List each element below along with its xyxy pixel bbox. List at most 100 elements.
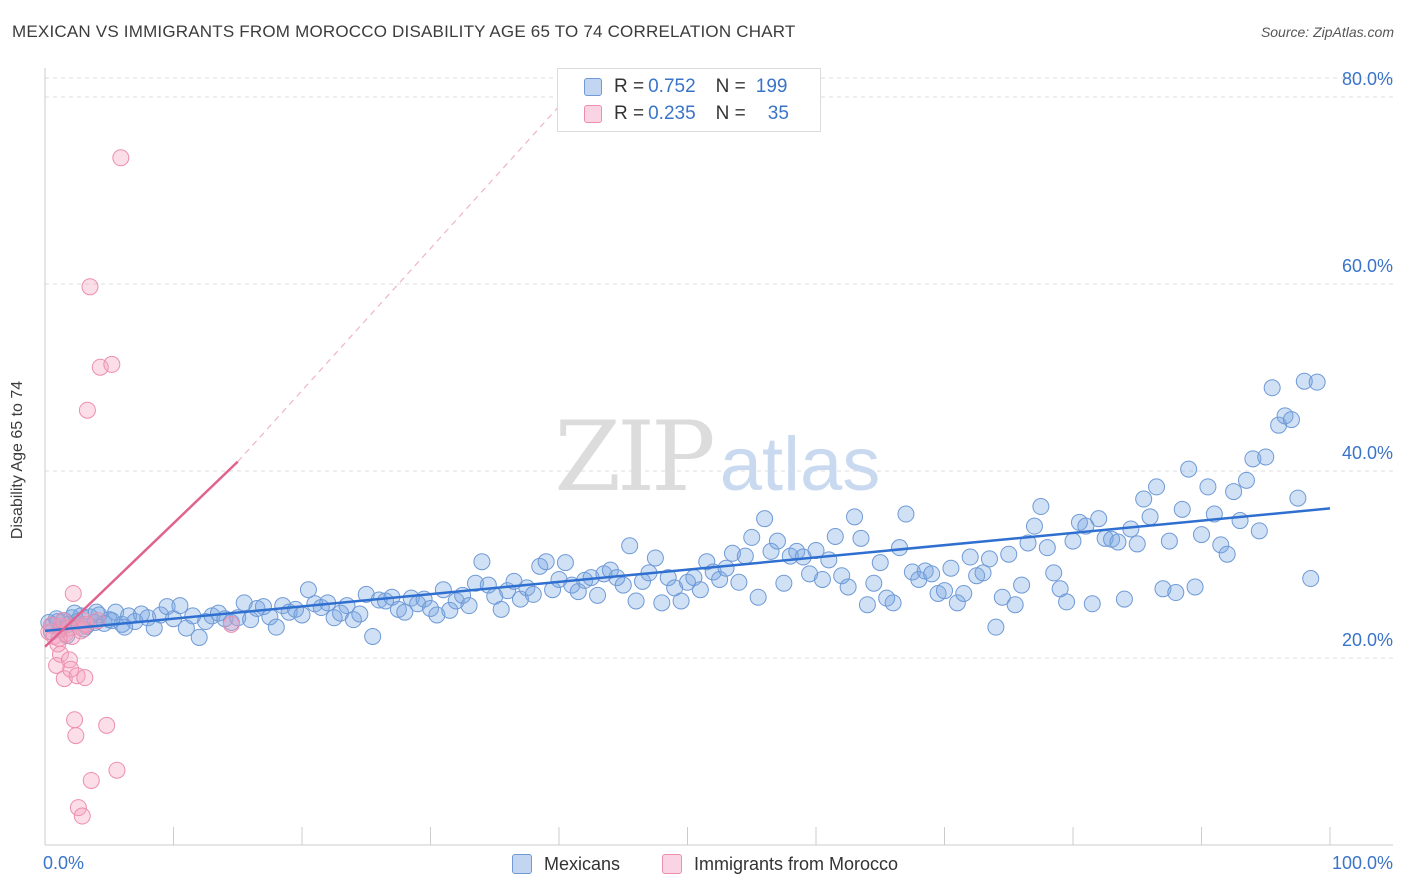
- legend-n-value: 199: [755, 76, 788, 97]
- data-point-mexicans: [1180, 460, 1198, 478]
- data-point-mexicans: [672, 592, 690, 610]
- watermark-atlas: atlas: [720, 422, 881, 507]
- data-point-morocco: [64, 584, 82, 602]
- data-point-mexicans: [974, 564, 992, 582]
- data-point-mexicans: [171, 597, 189, 615]
- data-point-morocco: [222, 615, 240, 633]
- data-point-mexicans: [749, 588, 767, 606]
- data-point-morocco: [76, 669, 94, 687]
- data-point-mexicans: [1167, 584, 1185, 602]
- watermark-zip: ZIP: [554, 401, 713, 513]
- data-point-mexicans: [1032, 498, 1050, 516]
- data-point-mexicans: [1013, 576, 1031, 594]
- data-point-mexicans: [1025, 517, 1043, 535]
- data-point-mexicans: [955, 584, 973, 602]
- data-point-mexicans: [736, 547, 754, 565]
- data-point-mexicans: [980, 550, 998, 568]
- data-point-mexicans: [87, 603, 105, 621]
- data-point-mexicans: [402, 589, 420, 607]
- data-point-mexicans: [1154, 580, 1172, 598]
- legend-r-label: R =: [614, 76, 645, 97]
- legend-n-label: N =: [715, 76, 746, 97]
- trend-line-mexicans: [44, 507, 1331, 633]
- trend-line-morocco: [44, 460, 239, 648]
- data-point-mexicans: [1212, 536, 1230, 554]
- data-point-morocco: [82, 771, 100, 789]
- data-point-mexicans: [1000, 545, 1018, 563]
- legend-swatch-blue: [584, 78, 602, 96]
- data-point-mexicans: [993, 588, 1011, 606]
- y-tick-label: 40.0%: [1342, 443, 1393, 463]
- bottom-legend-label: Immigrants from Morocco: [694, 853, 899, 874]
- legend-row-mexicans: R = 0.752 N = 199: [584, 75, 787, 99]
- data-point-mexicans: [1160, 532, 1178, 550]
- data-point-mexicans: [460, 597, 478, 615]
- data-point-mexicans: [691, 581, 709, 599]
- data-point-morocco: [103, 355, 121, 373]
- data-point-morocco: [112, 149, 130, 167]
- tick-labels: 20.0% 40.0% 60.0% 80.0% 0.0% 100.0%: [43, 69, 1393, 873]
- x-tick-label: 100.0%: [1332, 853, 1393, 873]
- legend-r-label: R =: [614, 103, 645, 124]
- y-axis-label: Disability Age 65 to 74: [9, 380, 26, 540]
- data-point-mexicans: [293, 606, 311, 624]
- data-point-mexicans: [1038, 539, 1056, 557]
- data-point-mexicans: [659, 569, 677, 587]
- data-point-mexicans: [897, 505, 915, 523]
- data-point-mexicans: [299, 581, 317, 599]
- data-point-mexicans: [1302, 570, 1320, 588]
- y-tick-label: 60.0%: [1342, 256, 1393, 276]
- data-point-mexicans: [762, 542, 780, 560]
- data-point-mexicans: [942, 559, 960, 577]
- data-point-mexicans: [492, 600, 510, 618]
- data-point-mexicans: [621, 537, 639, 555]
- watermark: ZIP atlas: [554, 401, 880, 513]
- data-point-mexicans: [627, 592, 645, 610]
- data-point-mexicans: [1289, 489, 1307, 507]
- data-point-mexicans: [768, 532, 786, 550]
- data-point-mexicans: [730, 573, 748, 591]
- correlation-legend: R = 0.752 N = 199 R = 0.235 N = 35: [557, 68, 821, 132]
- data-point-mexicans: [1090, 510, 1108, 528]
- data-point-mexicans: [1115, 590, 1133, 608]
- data-point-mexicans: [1199, 478, 1217, 496]
- data-point-mexicans: [1135, 490, 1153, 508]
- data-point-morocco: [55, 670, 73, 688]
- data-point-mexicans: [1257, 448, 1275, 466]
- data-point-mexicans: [871, 554, 889, 572]
- data-point-mexicans: [858, 596, 876, 614]
- data-point-mexicans: [556, 554, 574, 572]
- data-point-mexicans: [267, 618, 285, 636]
- data-point-morocco: [81, 278, 99, 296]
- data-point-mexicans: [364, 627, 382, 645]
- data-point-morocco: [98, 716, 116, 734]
- legend-r-value: 0.752: [648, 76, 696, 97]
- data-point-morocco: [73, 807, 91, 825]
- data-point-mexicans: [357, 585, 375, 603]
- data-point-mexicans: [948, 594, 966, 612]
- bottom-swatch-pink: [662, 854, 682, 874]
- data-point-mexicans: [826, 527, 844, 545]
- data-point-morocco: [78, 401, 96, 419]
- data-point-mexicans: [589, 586, 607, 604]
- data-point-mexicans: [852, 529, 870, 547]
- data-point-mexicans: [537, 553, 555, 571]
- data-point-mexicans: [936, 582, 953, 600]
- data-point-mexicans: [653, 594, 671, 612]
- y-tick-label: 80.0%: [1342, 69, 1393, 89]
- bottom-swatch-blue: [512, 854, 532, 874]
- data-point-mexicans: [910, 570, 928, 588]
- data-point-mexicans: [801, 565, 819, 583]
- data-point-mexicans: [524, 585, 542, 603]
- legend-swatch-pink: [584, 105, 602, 123]
- data-point-morocco: [67, 727, 85, 745]
- data-point-mexicans: [865, 574, 883, 592]
- data-point-mexicans: [1282, 411, 1300, 429]
- data-point-mexicans: [90, 606, 108, 624]
- data-point-mexicans: [1148, 478, 1166, 496]
- data-point-mexicans: [987, 618, 1005, 636]
- data-point-mexicans: [923, 565, 941, 583]
- data-point-mexicans: [1193, 526, 1210, 544]
- data-point-morocco: [62, 660, 80, 678]
